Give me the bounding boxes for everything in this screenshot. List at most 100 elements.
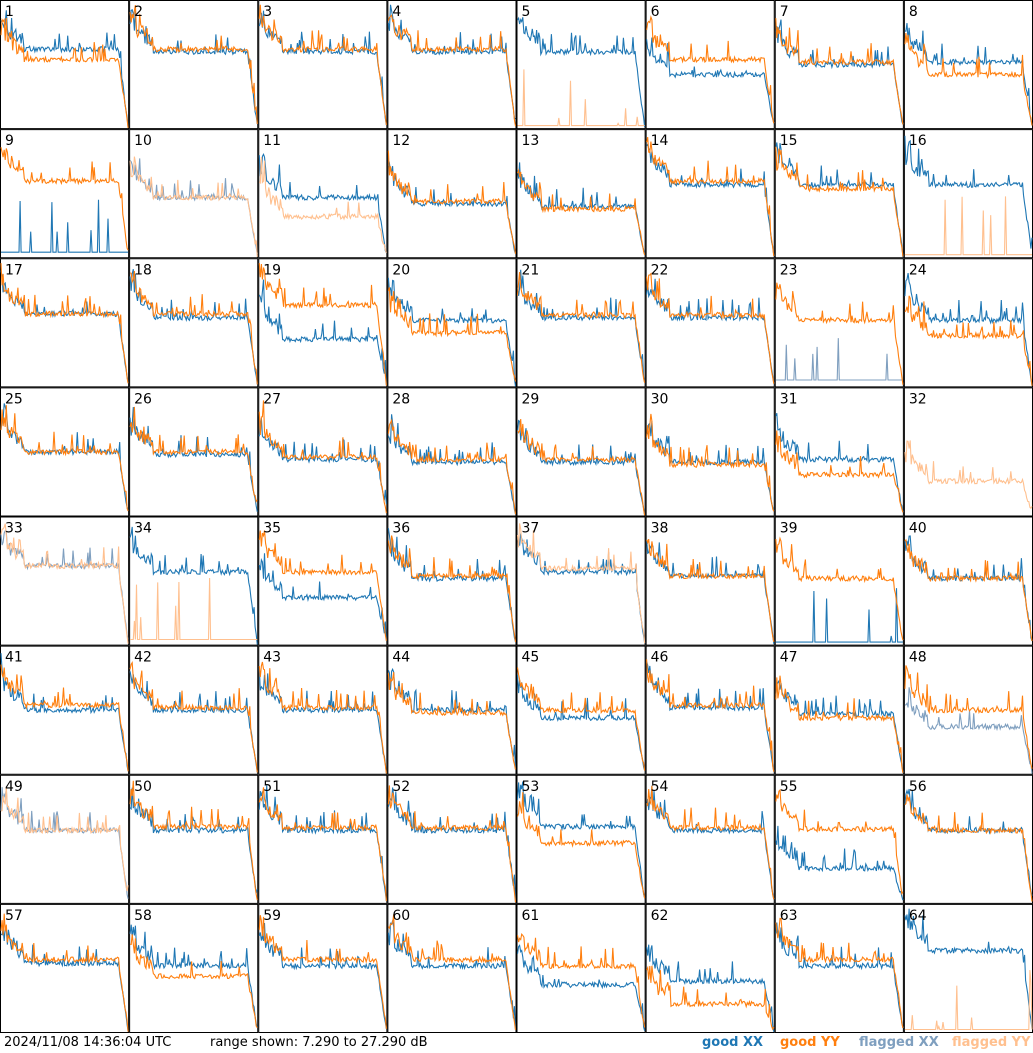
tile-34: 34 [129,516,259,646]
series-yy-22 [646,272,775,384]
tile-31: 31 [774,387,904,517]
tile-51: 51 [258,774,388,904]
series-xx-52 [387,787,517,903]
tile-15: 15 [774,129,904,259]
series-xx-39 [775,588,903,643]
series-xx-28 [387,414,517,515]
tile-frame [387,774,517,904]
series-yy-9 [0,147,129,251]
legend-good-xx-pol: XX [743,1035,764,1050]
series-xx-45 [516,674,646,771]
series-xx-41 [0,653,129,772]
tile-label: 54 [651,779,669,795]
tile-27: 27 [258,387,388,517]
tile-label: 35 [263,521,281,537]
series-xx-5 [517,16,646,128]
series-yy-27 [258,400,387,514]
tile-frame [903,774,1033,904]
tile-frame [258,0,388,130]
tile-label: 59 [263,908,281,924]
tile-frame [0,903,130,1033]
series-xx-56 [904,788,1033,896]
tile-frame [774,129,904,259]
tile-52: 52 [387,774,517,904]
series-yy-56 [904,794,1033,902]
tile-frame [903,0,1033,130]
tile-label: 1 [5,4,14,20]
series-xx-36 [387,528,517,642]
tile-label: 58 [134,908,152,924]
tile-39: 39 [774,516,904,646]
series-xx-6 [646,37,775,124]
tile-56: 56 [903,774,1033,904]
tile-21: 21 [516,258,646,388]
tile-frame [774,774,904,904]
series-yy-57 [0,913,129,1032]
tile-55: 55 [774,774,904,904]
tile-frame [387,0,517,130]
tile-frame [774,0,904,130]
tile-label: 29 [522,391,540,407]
tile-frame [258,129,388,259]
tile-frame [0,774,130,904]
tile-7: 7 [774,0,904,130]
tile-1: 1 [0,0,130,130]
tile-label: 8 [909,4,918,20]
tile-label: 3 [263,4,272,20]
tile-label: 18 [134,262,152,278]
tile-label: 19 [263,262,281,278]
range-text: range shown: 7.290 to 27.290 dB [210,1035,428,1050]
series-xx-43 [258,668,387,774]
series-yy-53 [516,792,646,899]
series-yy-59 [258,915,387,1029]
series-yy-33 [0,523,129,644]
tile-28: 28 [387,387,517,517]
tile-label: 4 [392,4,401,20]
tile-43: 43 [258,645,388,775]
series-xx-20 [387,277,517,387]
series-yy-6 [646,15,775,124]
series-xx-50 [129,787,258,894]
tile-label: 49 [5,779,23,795]
tile-frame [645,0,775,130]
tile-label: 13 [522,133,540,149]
series-xx-34 [129,526,258,645]
tile-label: 34 [134,521,152,537]
tile-label: 28 [392,391,410,407]
series-yy-42 [129,661,258,773]
series-yy-21 [516,272,646,383]
tile-frame [516,0,646,130]
series-yy-55 [775,788,904,896]
series-yy-2 [129,4,258,125]
series-xx-14 [646,143,775,256]
tile-17: 17 [0,258,130,388]
series-yy-52 [387,785,517,903]
tile-label: 16 [909,133,927,149]
tile-label: 20 [392,262,410,278]
tile-frame [516,774,646,904]
tile-49: 49 [0,774,130,904]
series-yy-49 [0,786,129,892]
tile-frame [903,903,1033,1033]
series-yy-34 [130,577,258,641]
tile-frame [645,645,775,775]
tile-57: 57 [0,903,130,1033]
series-xx-48 [904,687,1033,774]
tile-frame [645,774,775,904]
tile-9: 9 [0,129,130,259]
series-yy-10 [129,156,258,257]
series-xx-38 [646,539,775,644]
legend-good-yy-pol: YY [821,1035,840,1050]
legend-flagged-yy: flagged YY [952,1035,1031,1050]
tile-10: 10 [129,129,259,259]
series-xx-2 [129,9,258,124]
tile-48: 48 [903,645,1033,775]
tile-label: 46 [651,650,669,666]
tile-44: 44 [387,645,517,775]
tile-37: 37 [516,516,646,646]
tile-frame [129,903,259,1033]
series-yy-63 [775,917,904,1029]
tile-label: 41 [5,650,23,666]
series-yy-23 [775,282,904,385]
tile-label: 36 [392,521,410,537]
